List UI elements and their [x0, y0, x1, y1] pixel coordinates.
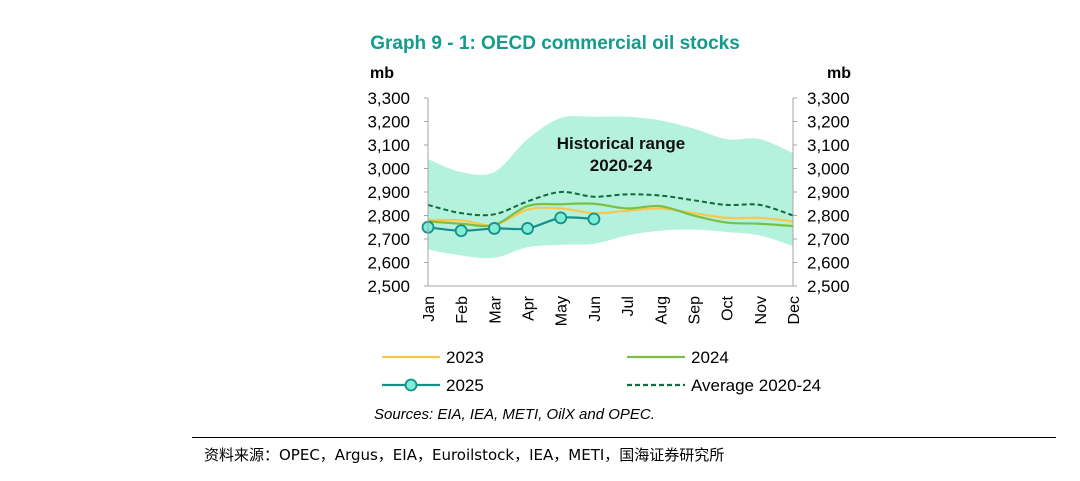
- range-annotation: Historical range 2020-24: [557, 134, 686, 175]
- footer-divider: [192, 437, 1056, 438]
- legend-label-2025: 2025: [446, 376, 484, 395]
- y-tick-label-left: 3,100: [367, 136, 410, 155]
- left-axis-unit: mb: [370, 65, 394, 82]
- right-axis-unit: mb: [827, 65, 851, 82]
- legend-label-2024: 2024: [691, 348, 729, 367]
- x-tick-label: Feb: [454, 296, 471, 324]
- series-line-average-2020-24: [427, 190, 794, 217]
- y-tick-label-right: 3,200: [807, 113, 850, 132]
- y-tick-label-right: 3,000: [807, 160, 850, 179]
- legend: 2023 2024 2025 Average 2020-24: [382, 348, 821, 395]
- chart-title: Graph 9 - 1: OECD commercial oil stocks: [370, 33, 740, 54]
- y-tick-label-right: 2,700: [807, 230, 850, 249]
- chart-sources: Sources: EIA, IEA, METI, OilX and OPEC.: [374, 406, 655, 423]
- x-tick-label: Apr: [521, 295, 538, 321]
- x-tick-label: May: [554, 296, 571, 326]
- y-tick-label-left: 3,300: [367, 89, 410, 108]
- y-tick-label-right: 2,600: [807, 254, 850, 273]
- y-tick-label-right: 3,300: [807, 89, 850, 108]
- x-tick-label: Sep: [686, 296, 703, 325]
- annotation-line: 2020-24: [590, 156, 653, 175]
- y-tick-label-right: 3,100: [807, 136, 850, 155]
- legend-label-average-2020-24: Average 2020-24: [691, 376, 821, 395]
- x-tick-label: Aug: [653, 296, 670, 324]
- data-point-2025: [587, 212, 601, 226]
- axes: 2,500 2,500 2,600 2,600 2,700 2,700 2,800 2,800…: [367, 89, 849, 326]
- y-tick-label-left: 3,200: [367, 113, 410, 132]
- annotation-line: Historical range: [557, 134, 686, 153]
- y-tick-label-right: 2,500: [807, 277, 850, 296]
- y-tick-label-left: 2,700: [367, 230, 410, 249]
- x-tick-label: Nov: [753, 296, 770, 324]
- y-tick-label-left: 2,500: [367, 277, 410, 296]
- data-point-2025: [521, 222, 534, 235]
- data-point-2025: [487, 222, 501, 235]
- plot-area: [421, 116, 794, 259]
- x-tick-label: Oct: [720, 295, 737, 320]
- y-tick-label-left: 2,900: [367, 183, 410, 202]
- x-tick-label: Mar: [487, 295, 504, 323]
- x-tick-label: Jul: [620, 296, 637, 316]
- data-point-2025: [454, 224, 468, 238]
- legend-label-2023: 2023: [446, 348, 484, 367]
- footer-source-note: 资料来源：OPEC，Argus，EIA，Euroilstock，IEA，METI…: [204, 446, 725, 464]
- historical-range-band: [428, 116, 793, 259]
- y-tick-label-right: 2,800: [807, 207, 850, 226]
- data-point-2025: [554, 211, 568, 225]
- y-tick-label-left: 3,000: [367, 160, 410, 179]
- x-tick-label: Dec: [786, 296, 803, 324]
- y-tick-label-left: 2,600: [367, 254, 410, 273]
- y-tick-label-right: 2,900: [807, 183, 850, 202]
- x-tick-label: Jun: [587, 296, 604, 322]
- y-tick-label-left: 2,800: [367, 207, 410, 226]
- x-tick-label: Jan: [421, 296, 438, 322]
- legend-marker-2025: [404, 378, 418, 392]
